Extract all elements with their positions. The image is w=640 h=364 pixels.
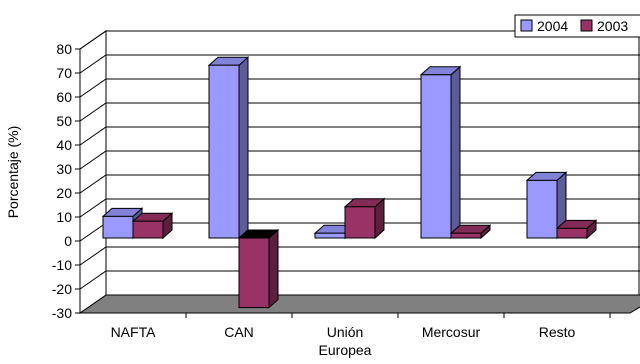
bar-2004-4 — [525, 171, 568, 240]
y-tick-label: 30 — [56, 161, 72, 177]
bar-side — [238, 56, 249, 240]
y-tick-label: 60 — [56, 89, 72, 105]
bar-front — [238, 237, 270, 309]
y-tick-label: -30 — [52, 305, 72, 321]
gridline — [79, 126, 640, 146]
bar-front — [450, 232, 482, 239]
bar-front — [208, 64, 240, 239]
bar-side — [450, 65, 461, 240]
x-axis-labels: NAFTA CAN Unión Europea Mercosur Resto — [111, 313, 611, 358]
y-tick-label: 40 — [56, 137, 72, 153]
x-tick-label: Unión Europea — [319, 324, 372, 358]
bar-2003-0 — [131, 212, 174, 240]
bar-front — [344, 206, 376, 239]
bar-front — [556, 227, 588, 239]
x-tick-label: Mercosur — [422, 324, 481, 340]
y-tick-label: -20 — [52, 281, 72, 297]
bar-side — [268, 228, 279, 309]
legend: 2004 2003 — [514, 14, 640, 38]
y-tick-label: 70 — [56, 65, 72, 81]
gridline — [79, 78, 640, 98]
bar-front — [132, 220, 164, 239]
chart-walls — [78, 30, 640, 314]
bar-2003-1 — [237, 228, 280, 309]
y-tick-label: -10 — [52, 257, 72, 273]
bar-front — [526, 179, 558, 239]
bar-2003-3 — [449, 224, 492, 240]
bar-front — [420, 74, 452, 239]
chart-floor — [78, 294, 640, 314]
y-tick-label: 20 — [56, 185, 72, 201]
y-axis-label: Porcentaje (%) — [5, 126, 21, 219]
gridline — [79, 102, 640, 122]
y-tick-label: 50 — [56, 113, 72, 129]
y-axis-ticks: 80 70 60 50 40 30 20 10 0 -10 -20 -30 — [52, 41, 81, 321]
legend-swatch — [520, 19, 533, 32]
chart-side-wall — [79, 30, 107, 314]
x-tick-label: Resto — [539, 324, 576, 340]
bar-2004-3 — [419, 65, 462, 240]
gridline — [79, 246, 640, 266]
bar-front — [102, 215, 134, 239]
gridline — [79, 150, 640, 170]
y-tick-label: 0 — [64, 233, 72, 249]
legend-label: 2003 — [597, 18, 628, 34]
legend-swatch — [580, 19, 593, 32]
y-tick-label: 10 — [56, 209, 72, 225]
gridline — [79, 198, 640, 218]
bar-2004-1 — [207, 56, 250, 240]
y-tick-label: 80 — [56, 41, 72, 57]
bar-2003-2 — [343, 197, 386, 240]
gridline — [79, 270, 640, 290]
legend-label: 2004 — [537, 18, 568, 34]
legend-box — [514, 14, 640, 38]
gridlines — [79, 30, 640, 295]
gridline — [79, 54, 640, 74]
gridline — [79, 30, 640, 50]
x-tick-label: NAFTA — [111, 324, 157, 340]
bars — [101, 56, 598, 309]
gridline — [79, 174, 640, 194]
bar-2003-4 — [555, 219, 598, 240]
x-tick-label: CAN — [224, 324, 254, 340]
bar-front — [314, 232, 346, 239]
